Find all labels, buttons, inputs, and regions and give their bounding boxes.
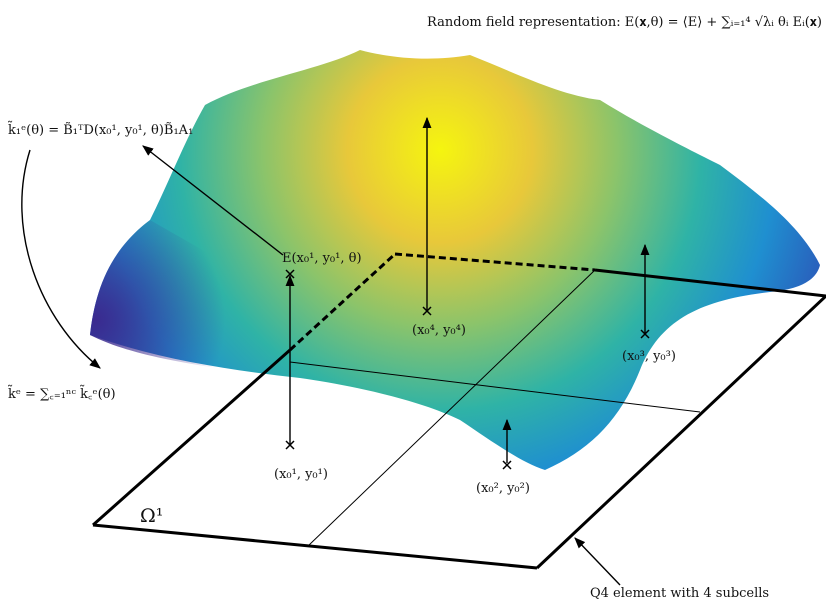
point-label: (x₀², y₀²) [476, 481, 530, 496]
assembled-stiffness: k̃ᵉ = ∑꜀₌₁ⁿᶜ k̃꜀ᵉ(θ) [7, 385, 115, 402]
point-label: (x₀³, y₀³) [622, 349, 676, 364]
title: Random field representation: E(𝐱,θ) = ⟨E… [427, 15, 822, 30]
element-note: Q4 element with 4 subcells [590, 586, 769, 601]
domain-label: Ω¹ [140, 505, 163, 527]
field-value: E(x₀¹, y₀¹, θ) [282, 251, 362, 266]
point-label: (x₀¹, y₀¹) [274, 467, 328, 482]
point-label: (x₀⁴, y₀⁴) [412, 323, 466, 338]
element-stiffness: k̃₁ᵉ(θ) = B̃₁ᵀD(x₀¹, y₀¹, θ)B̃₁A₁ [7, 121, 193, 138]
diagram: Random field representation: E(𝐱,θ) = ⟨E… [0, 0, 826, 601]
